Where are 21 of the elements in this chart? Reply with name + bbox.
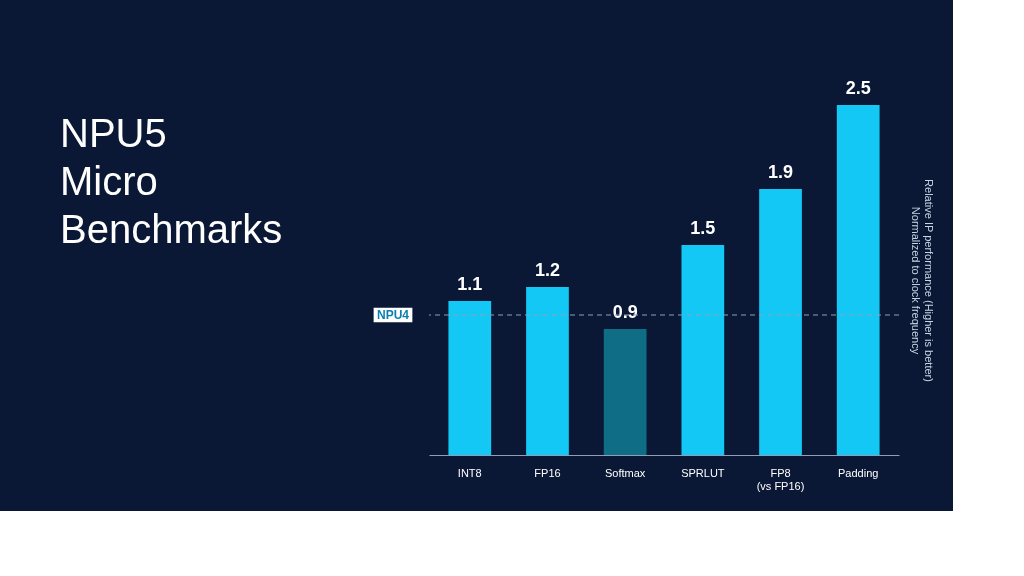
x-tick-label: FP8 (vs FP16)	[756, 466, 805, 492]
bar	[603, 329, 647, 455]
x-tick-label: Padding	[838, 466, 879, 479]
x-tick-label: INT8	[457, 466, 482, 479]
data-label: 0.9	[612, 302, 638, 322]
y-axis-title: Relative IP performance (Higher is better) Normalized to clock frequency	[909, 179, 935, 382]
x-tick-label: SPRLUT	[681, 466, 725, 479]
x-tick-label: FP16	[534, 466, 561, 479]
text: NPU5 Micro Benchmarks	[60, 111, 283, 251]
bar	[759, 189, 802, 455]
bar	[526, 287, 569, 455]
data-label: 2.5	[845, 78, 871, 98]
data-label: 1.1	[457, 274, 483, 294]
ref-line-label: NPU4	[376, 308, 410, 322]
bar	[836, 105, 880, 455]
data-label: 1.9	[768, 162, 794, 182]
x-tick-label: Softmax	[604, 466, 646, 479]
bar	[448, 301, 492, 455]
bar	[681, 245, 725, 455]
data-label: 1.2	[534, 260, 560, 280]
data-label: 1.5	[690, 218, 716, 238]
